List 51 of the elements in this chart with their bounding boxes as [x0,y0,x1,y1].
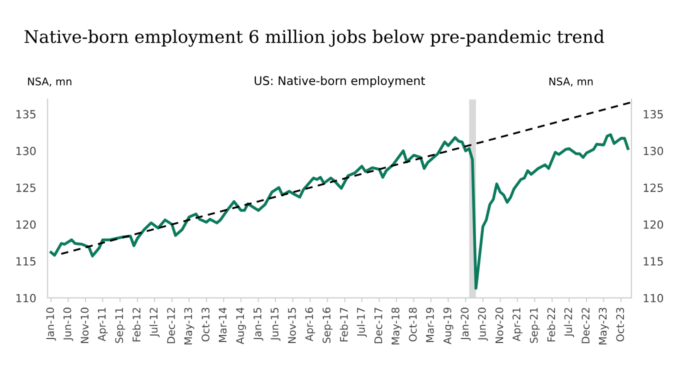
y2-tick-label: 115 [644,257,663,266]
x-tick-label: Sep-16 [322,308,333,343]
x-tick-label: Jun-15 [270,308,280,341]
x-tick-label: May-13 [184,308,194,344]
y-tick-label: 110 [16,294,36,302]
y-axis-title: NSA, mn [28,78,72,86]
x-tick-label: Jul-12 [150,308,160,338]
x-tick-label: Nov-10 [80,308,89,344]
x-tick-label: Oct-13 [202,308,210,342]
chart-title: Native-born employment 6 million jobs below pre-pandemic trend [24,30,604,47]
x-tick-label: Dec-12 [167,308,175,344]
x-tick-label: Aug-14 [236,308,246,344]
x-tick-label: Jun-20 [478,308,488,341]
x-tick-label: Nov-15 [288,308,296,344]
x-tick-label: Mar-14 [218,308,227,342]
x-tick-label: Apr-16 [305,308,316,342]
y2-tick-label: 135 [644,110,663,118]
x-tick-label: Oct-18 [408,308,417,342]
x-tick-label: Jul-17 [356,308,367,338]
line-series [50,133,630,290]
x-tick-label: Feb-12 [132,308,140,342]
y-tick-label: 135 [16,110,36,118]
x-tick-label: May-18 [392,308,402,344]
y2-axis-title: NSA, mn [549,78,593,86]
x-tick-label: Feb-22 [547,308,556,342]
x-tick-label: Nov-20 [495,308,504,344]
y-tick-label: 125 [16,184,36,192]
y2-tick-label: 125 [644,184,663,192]
x-tick-label: Apr-11 [98,308,108,342]
x-tick-label: Jul-22 [564,308,574,338]
x-tick-label: Jun-10 [63,308,74,341]
x-tick-label: Dec-22 [582,308,590,344]
y-tick-label: 115 [16,257,36,266]
y2-tick-label: 120 [644,220,664,229]
x-tick-label: Mar-19 [426,308,434,342]
x-tick-label: Sep-21 [530,308,540,343]
x-tick-label: Jan-10 [46,308,56,341]
x-tick-label: Aug-19 [443,308,454,344]
x-tick-label: Jan-20 [460,308,471,341]
chart-subtitle: US: Native-born employment [254,76,425,88]
x-tick-label: May-23 [598,308,609,344]
x-tick-label: Oct-23 [616,308,624,342]
x-tick-label: Jan-15 [254,308,264,341]
x-tick-label: Dec-17 [374,308,382,344]
y2-tick-label: 110 [644,294,664,302]
y2-tick-label: 130 [644,146,664,156]
y-tick-label: 130 [16,146,36,156]
x-tick-label: Feb-17 [340,308,348,342]
x-tick-label: Sep-11 [115,308,126,343]
x-tick-label: Apr-21 [512,308,522,342]
y-tick-label: 120 [16,220,36,229]
